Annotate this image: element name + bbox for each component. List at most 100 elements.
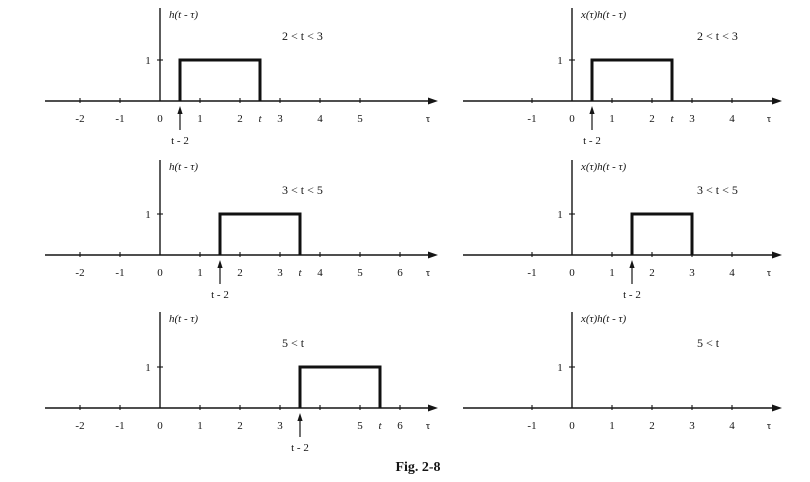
- x-tick-label: 3: [689, 113, 695, 125]
- x-axis-arrowhead: [428, 97, 438, 105]
- x-axis-arrowhead: [772, 404, 782, 412]
- x-tick-label: 3: [277, 420, 283, 432]
- y-axis-label: x(τ)h(t - τ): [580, 313, 626, 325]
- condition-label: 3 < t < 5: [697, 183, 738, 197]
- y-tick-label: 1: [557, 209, 563, 221]
- x-tick-label: 2: [649, 420, 655, 432]
- x-tick-label: 6: [397, 420, 403, 432]
- x-tick-label: 6: [397, 267, 403, 279]
- condition-label: 3 < t < 5: [282, 183, 323, 197]
- x-tick-label: 4: [729, 420, 735, 432]
- x-axis-arrowhead: [772, 97, 782, 105]
- x-tick-label: 4: [317, 113, 323, 125]
- y-axis-label: x(τ)h(t - τ): [580, 161, 626, 173]
- x-tick-label: 2: [649, 113, 655, 125]
- x-axis-label: τ: [426, 420, 431, 432]
- x-tick-label: -2: [75, 113, 84, 125]
- x-tick-label: 2: [237, 267, 243, 279]
- panel-grid: -2 -1 0 1 2 t 3 4 5 τ 1 h(t - τ) 2 < t < 3 t - 2 -1 0 1 2…: [45, 8, 782, 454]
- x-axis-arrowhead: [428, 404, 438, 412]
- x-tick-label: -2: [75, 267, 84, 279]
- rectangular-pulse: [178, 58, 262, 101]
- up-arrow-icon: [589, 106, 595, 114]
- panel-right-2: -1 0 1 2 3 4 τ 1 x(τ)h(t - τ) 3 < t < 5 t - 2: [463, 160, 782, 301]
- x-tick-label: 4: [729, 267, 735, 279]
- y-tick-label: 1: [145, 362, 151, 374]
- x-tick-label: -1: [527, 113, 536, 125]
- up-arrow-icon: [297, 413, 303, 421]
- x-tick-label: 0: [569, 113, 575, 125]
- x-tick-label: 5: [357, 420, 363, 432]
- x-tick-label: t: [258, 113, 262, 125]
- x-tick-label: 0: [569, 267, 575, 279]
- shift-label: t - 2: [583, 135, 601, 147]
- x-tick-label: 2: [237, 420, 243, 432]
- x-tick-label: 3: [277, 113, 283, 125]
- condition-label: 5 < t: [282, 336, 305, 350]
- x-tick-label: -1: [527, 420, 536, 432]
- condition-label: 2 < t < 3: [697, 29, 738, 43]
- up-arrow-icon: [217, 260, 223, 268]
- x-tick-label: 0: [157, 420, 163, 432]
- x-axis-arrowhead: [428, 251, 438, 259]
- rectangular-pulse: [298, 365, 382, 408]
- x-axis-arrowhead: [772, 251, 782, 259]
- x-axis-label: τ: [426, 113, 431, 125]
- x-tick-label: 0: [157, 113, 163, 125]
- panel-left-1: -2 -1 0 1 2 t 3 4 5 τ 1 h(t - τ) 2 < t < 3 t - 2: [45, 8, 438, 147]
- panel-right-1: -1 0 1 2 t 3 4 τ 1 x(τ)h(t - τ) 2 < t < 3 t - 2: [463, 8, 782, 147]
- x-tick-label: 5: [357, 267, 363, 279]
- x-tick-label: 1: [609, 267, 615, 279]
- panel-right-3: -1 0 1 2 3 4 τ 1 x(τ)h(t - τ) 5 < t: [463, 312, 782, 432]
- x-tick-label: 5: [357, 113, 363, 125]
- x-tick-label: t: [670, 113, 674, 125]
- panel-left-2: -2 -1 0 1 2 3 t 4 5 6 τ 1 h(t - τ) 3 < t < 5 t - 2: [45, 160, 438, 301]
- y-tick-label: 1: [557, 362, 563, 374]
- x-tick-label: 1: [197, 113, 203, 125]
- rectangular-pulse: [590, 58, 674, 101]
- shift-label: t - 2: [211, 289, 229, 301]
- x-axis-label: τ: [767, 267, 772, 279]
- x-tick-label: 3: [689, 267, 695, 279]
- x-tick-label: 0: [157, 267, 163, 279]
- x-tick-label: 4: [729, 113, 735, 125]
- condition-label: 2 < t < 3: [282, 29, 323, 43]
- figure-caption: Fig. 2-8: [395, 460, 440, 475]
- x-tick-label: t: [378, 420, 382, 432]
- x-tick-label: 1: [609, 113, 615, 125]
- x-tick-label: -1: [527, 267, 536, 279]
- x-tick-label: 3: [277, 267, 283, 279]
- y-tick-label: 1: [557, 55, 563, 67]
- x-axis-label: τ: [426, 267, 431, 279]
- y-axis-label: x(τ)h(t - τ): [580, 9, 626, 21]
- x-tick-label: 2: [237, 113, 243, 125]
- x-tick-label: 1: [197, 420, 203, 432]
- x-tick-label: 1: [609, 420, 615, 432]
- rectangular-pulse: [630, 212, 694, 255]
- x-tick-label: 0: [569, 420, 575, 432]
- panel-left-3: -2 -1 0 1 2 3 5 t 6 τ 1 h(t - τ) 5 < t t - 2: [45, 312, 438, 454]
- x-tick-label: -1: [115, 267, 124, 279]
- condition-label: 5 < t: [697, 336, 720, 350]
- x-tick-label: -1: [115, 420, 124, 432]
- y-tick-label: 1: [145, 209, 151, 221]
- x-axis-label: τ: [767, 420, 772, 432]
- x-tick-label: 3: [689, 420, 695, 432]
- y-axis-label: h(t - τ): [169, 313, 198, 325]
- x-tick-label: t: [298, 267, 302, 279]
- x-tick-label: 2: [649, 267, 655, 279]
- x-tick-label: -2: [75, 420, 84, 432]
- x-tick-label: 1: [197, 267, 203, 279]
- x-axis-label: τ: [767, 113, 772, 125]
- y-tick-label: 1: [145, 55, 151, 67]
- x-tick-label: 4: [317, 267, 323, 279]
- rectangular-pulse: [218, 212, 302, 255]
- shift-label: t - 2: [171, 135, 189, 147]
- up-arrow-icon: [177, 106, 183, 114]
- up-arrow-icon: [629, 260, 635, 268]
- y-axis-label: h(t - τ): [169, 161, 198, 173]
- x-tick-label: -1: [115, 113, 124, 125]
- y-axis-label: h(t - τ): [169, 9, 198, 21]
- shift-label: t - 2: [291, 442, 309, 454]
